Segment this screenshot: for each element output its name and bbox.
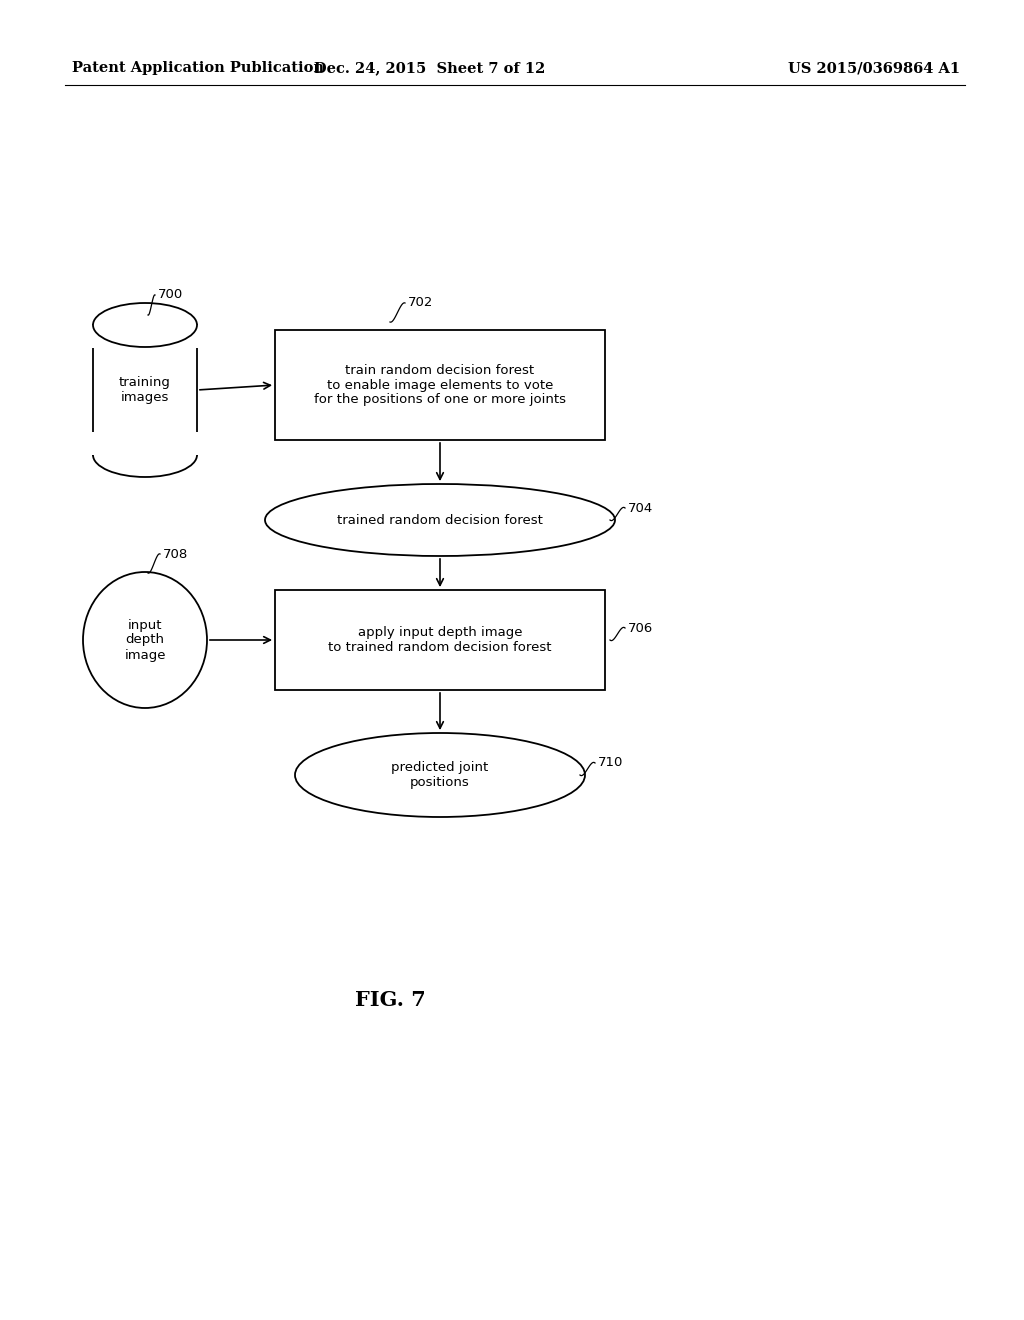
Text: train random decision forest
to enable image elements to vote
for the positions : train random decision forest to enable i…	[314, 363, 566, 407]
Text: 706: 706	[628, 622, 653, 635]
Text: trained random decision forest: trained random decision forest	[337, 513, 543, 527]
Ellipse shape	[93, 433, 197, 477]
Ellipse shape	[83, 572, 207, 708]
Text: apply input depth image
to trained random decision forest: apply input depth image to trained rando…	[329, 626, 552, 653]
Text: 708: 708	[163, 548, 188, 561]
Text: US 2015/0369864 A1: US 2015/0369864 A1	[787, 61, 961, 75]
Text: training
images: training images	[119, 376, 171, 404]
Text: 710: 710	[598, 756, 624, 770]
Text: Patent Application Publication: Patent Application Publication	[72, 61, 324, 75]
Text: 704: 704	[628, 502, 653, 515]
Ellipse shape	[295, 733, 585, 817]
Bar	[92, 432, 198, 455]
Bar	[275, 590, 605, 690]
Bar	[92, 325, 198, 348]
Text: 700: 700	[158, 289, 183, 301]
Text: Dec. 24, 2015  Sheet 7 of 12: Dec. 24, 2015 Sheet 7 of 12	[314, 61, 546, 75]
Text: 702: 702	[408, 297, 433, 309]
Ellipse shape	[265, 484, 615, 556]
Text: input
depth
image: input depth image	[124, 619, 166, 661]
Ellipse shape	[93, 304, 197, 347]
Text: FIG. 7: FIG. 7	[354, 990, 425, 1010]
Bar	[93, 325, 197, 455]
Bar	[275, 330, 605, 440]
Text: predicted joint
positions: predicted joint positions	[391, 762, 488, 789]
